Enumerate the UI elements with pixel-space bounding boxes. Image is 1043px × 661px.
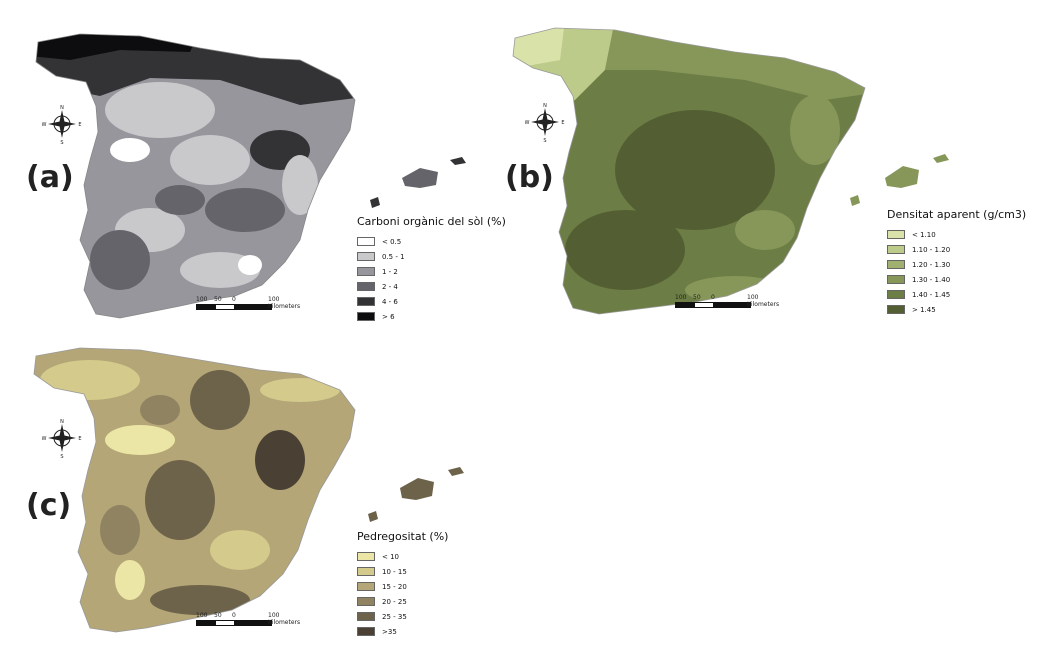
panel-label: (b) bbox=[505, 160, 554, 195]
legend-label: 4 - 6 bbox=[382, 297, 398, 306]
legend-item: 2 - 4 bbox=[357, 279, 506, 294]
legend-label: >35 bbox=[382, 627, 397, 636]
compass-s: S bbox=[60, 140, 63, 144]
legend-label: 1.40 - 1.45 bbox=[912, 290, 951, 299]
legend-title: Pedregositat (%) bbox=[357, 530, 449, 543]
legend-bulk-density: Densitat aparent (g/cm3) < 1.10 1.10 - 1.… bbox=[887, 208, 1026, 317]
scale-tick: 0 bbox=[232, 296, 236, 303]
scale-bar: 100 50 0 100 Kilometers bbox=[196, 612, 300, 626]
legend-item: > 6 bbox=[357, 309, 506, 324]
compass-e: E bbox=[78, 436, 81, 442]
legend-swatch bbox=[357, 627, 375, 636]
scale-tick: 0 bbox=[711, 294, 715, 301]
legend-swatch bbox=[357, 297, 375, 306]
scale-tick: 100 bbox=[675, 294, 687, 301]
legend-item: < 1.10 bbox=[887, 227, 1026, 242]
legend-swatch bbox=[357, 567, 375, 576]
map-iberia-stoniness bbox=[33, 347, 464, 633]
legend-swatch bbox=[887, 260, 905, 269]
legend-label: 20 - 25 bbox=[382, 597, 407, 606]
legend-label: 1.20 - 1.30 bbox=[912, 260, 951, 269]
legend-swatch bbox=[887, 290, 905, 299]
legend-swatch bbox=[357, 552, 375, 561]
compass-s: S bbox=[543, 138, 546, 142]
scale-tick: 100 bbox=[196, 296, 208, 303]
compass-n: N bbox=[60, 419, 64, 425]
scale-tick: 100 Kilometers bbox=[747, 294, 780, 308]
legend-label: < 0.5 bbox=[382, 237, 402, 246]
scale-tick: 50 bbox=[214, 296, 222, 303]
legend-item: 4 - 6 bbox=[357, 294, 506, 309]
compass-e: E bbox=[561, 120, 564, 126]
legend-item: 1 - 2 bbox=[357, 264, 506, 279]
legend-item: 1.40 - 1.45 bbox=[887, 287, 1026, 302]
legend-item: < 0.5 bbox=[357, 234, 506, 249]
compass-rose-icon: N S E W bbox=[525, 102, 565, 142]
map-iberia-soil-carbon bbox=[35, 33, 466, 319]
legend-swatch bbox=[887, 275, 905, 284]
legend-item: 0.5 - 1 bbox=[357, 249, 506, 264]
compass-rose-icon: N S E W bbox=[42, 418, 82, 458]
legend-swatch bbox=[357, 237, 375, 246]
scale-tick: 50 bbox=[214, 612, 222, 619]
legend-label: 10 - 15 bbox=[382, 567, 407, 576]
legend-title: Carboni orgànic del sòl (%) bbox=[357, 215, 506, 228]
scale-tick: 100 bbox=[196, 612, 208, 619]
panel-label: (c) bbox=[26, 488, 72, 523]
legend-swatch bbox=[357, 267, 375, 276]
legend-label: < 10 bbox=[382, 552, 399, 561]
legend-swatch bbox=[357, 282, 375, 291]
legend-item: > 1.45 bbox=[887, 302, 1026, 317]
scale-tick: 0 bbox=[232, 612, 236, 619]
legend-item: < 10 bbox=[357, 549, 448, 564]
compass-rose-icon: N S E W bbox=[42, 104, 82, 144]
legend-label: 25 - 35 bbox=[382, 612, 407, 621]
legend-label: 1 - 2 bbox=[382, 267, 398, 276]
compass-s: S bbox=[60, 454, 63, 458]
legend-item: 1.10 - 1.20 bbox=[887, 242, 1026, 257]
legend-item: 25 - 35 bbox=[357, 609, 448, 624]
legend-item: 10 - 15 bbox=[357, 564, 448, 579]
compass-n: N bbox=[543, 103, 547, 109]
legend-label: 2 - 4 bbox=[382, 282, 398, 291]
legend-item: >35 bbox=[357, 624, 448, 639]
panel-label: (a) bbox=[26, 160, 74, 195]
compass-w: W bbox=[525, 120, 530, 126]
legend-swatch bbox=[357, 582, 375, 591]
scale-bar: 100 50 0 100 Kilometers bbox=[675, 294, 779, 308]
legend-swatch bbox=[887, 230, 905, 239]
scale-bar: 100 50 0 100 Kilometers bbox=[196, 296, 300, 310]
legend-swatch bbox=[887, 305, 905, 314]
legend-swatch bbox=[357, 252, 375, 261]
legend-item: 15 - 20 bbox=[357, 579, 448, 594]
scale-tick: 50 bbox=[693, 294, 701, 301]
legend-item: 20 - 25 bbox=[357, 594, 448, 609]
legend-title: Densitat aparent (g/cm3) bbox=[887, 208, 1027, 221]
compass-e: E bbox=[78, 122, 81, 128]
legend-swatch bbox=[357, 312, 375, 321]
legend-swatch bbox=[357, 612, 375, 621]
legend-swatch bbox=[887, 245, 905, 254]
compass-n: N bbox=[60, 105, 64, 111]
legend-label: 15 - 20 bbox=[382, 582, 407, 591]
panel-b: (b) N S E W 100 50 0 100 Kilometers Dens… bbox=[495, 0, 1043, 330]
legend-label: 0.5 - 1 bbox=[382, 252, 405, 261]
legend-label: < 1.10 bbox=[912, 230, 936, 239]
scale-tick: 100 Kilometers bbox=[268, 296, 301, 310]
legend-label: 1.30 - 1.40 bbox=[912, 275, 951, 284]
legend-item: 1.30 - 1.40 bbox=[887, 272, 1026, 287]
map-iberia-bulk-density bbox=[512, 27, 949, 315]
legend-label: 1.10 - 1.20 bbox=[912, 245, 951, 254]
panel-c: (c) N S E W 100 50 0 100 Kilometers Pedr… bbox=[0, 330, 500, 661]
compass-w: W bbox=[42, 122, 47, 128]
panel-a: (a) N S E W 100 50 0 100 Kilometers Carb… bbox=[0, 0, 506, 330]
legend-stoniness: Pedregositat (%) < 10 10 - 15 15 - 20 20 - … bbox=[357, 530, 448, 639]
legend-label: > 6 bbox=[382, 312, 395, 321]
legend-swatch bbox=[357, 597, 375, 606]
scale-tick: 100 Kilometers bbox=[268, 612, 301, 626]
legend-label: > 1.45 bbox=[912, 305, 936, 314]
compass-w: W bbox=[42, 436, 47, 442]
legend-soil-carbon: Carboni orgànic del sòl (%) < 0.5 0.5 - 1… bbox=[357, 215, 506, 324]
legend-item: 1.20 - 1.30 bbox=[887, 257, 1026, 272]
